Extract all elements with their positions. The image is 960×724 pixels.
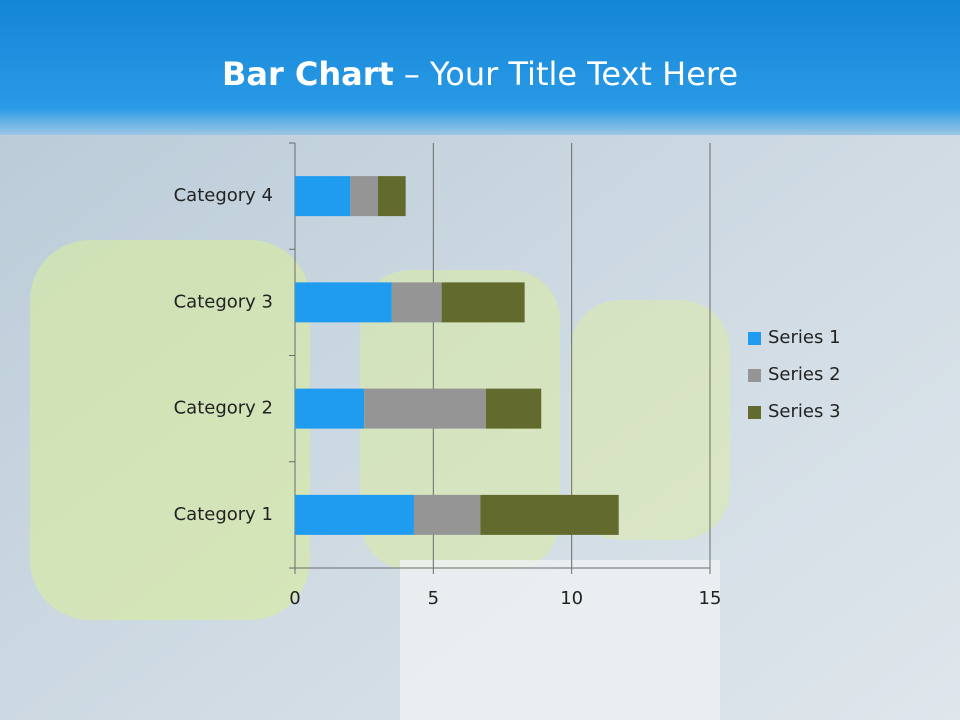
bar-segment <box>378 176 406 217</box>
bar-segment <box>295 282 392 323</box>
legend-swatch <box>748 369 761 382</box>
bar-segment <box>485 388 542 429</box>
y-tick-label: Category 4 <box>174 185 273 206</box>
legend-label: Series 3 <box>768 401 841 422</box>
bar-segment <box>364 388 486 429</box>
x-tick-label: 0 <box>289 588 300 609</box>
bar-segment <box>350 176 378 217</box>
bar-segment <box>391 282 442 323</box>
bar-segment <box>295 176 351 217</box>
x-tick-label: 15 <box>699 588 722 609</box>
plot: 0 5 10 15 Category 1 Category 2 Category 3 Cate… <box>174 142 841 609</box>
y-tick-label: Category 3 <box>174 291 273 312</box>
x-tick-label: 10 <box>560 588 583 609</box>
x-tick-label: 5 <box>428 588 439 609</box>
bar-segment <box>295 494 414 535</box>
bar-segment <box>441 282 525 323</box>
title-band <box>0 0 960 135</box>
title-rest: – Your Title Text Here <box>404 55 738 93</box>
legend-swatch <box>748 332 761 345</box>
y-tick-label: Category 1 <box>174 504 273 525</box>
bar-segment <box>480 494 619 535</box>
legend-swatch <box>748 406 761 419</box>
title: Bar Chart – Your Title Text Here <box>222 55 738 93</box>
bar-segment <box>295 388 365 429</box>
bar-segment <box>413 494 481 535</box>
legend-label: Series 1 <box>768 327 841 348</box>
photo-laptop <box>400 560 720 720</box>
legend-label: Series 2 <box>768 364 841 385</box>
y-tick-label: Category 2 <box>174 398 273 419</box>
photo-figure <box>570 300 730 540</box>
title-bold: Bar Chart <box>222 55 394 93</box>
photo-figure <box>30 240 310 620</box>
